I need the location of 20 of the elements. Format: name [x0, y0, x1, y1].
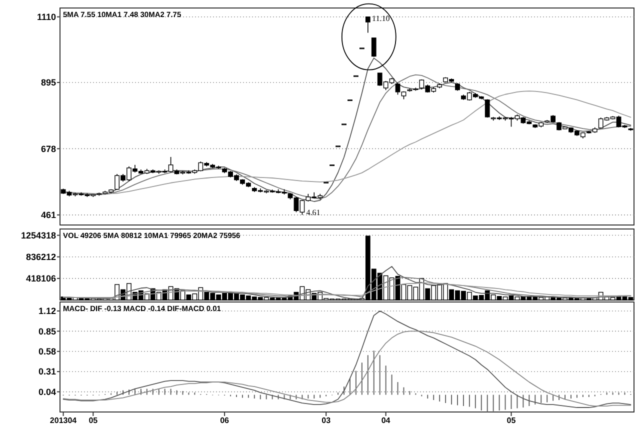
y-tick-label: 836212	[26, 252, 56, 262]
y-tick-label: 1110	[36, 12, 56, 22]
x-tick-label: 06	[220, 416, 230, 425]
x-tick-label: 201304	[50, 416, 78, 425]
x-tick-label: 05	[506, 416, 516, 425]
y-tick-label: 0.31	[38, 366, 56, 377]
x-tick-label: 03	[322, 416, 332, 425]
y-tick-label: 1.12	[38, 306, 56, 316]
y-tick-label: 1254318	[20, 230, 56, 240]
y-tick-label: 0.04	[38, 386, 56, 397]
y-tick-label: 461	[40, 210, 56, 220]
x-tick-label: 05	[88, 416, 98, 425]
annotation: 11.10	[372, 14, 390, 23]
annotation: 4.61	[306, 208, 320, 217]
x-tick-label: 04	[381, 416, 391, 425]
y-tick-label: 418106	[26, 274, 56, 284]
y-tick-label: 895	[40, 78, 56, 88]
y-tick-label: 0.85	[38, 326, 56, 336]
y-tick-label: 0.58	[38, 346, 56, 357]
y-tick-label: 678	[40, 144, 56, 154]
